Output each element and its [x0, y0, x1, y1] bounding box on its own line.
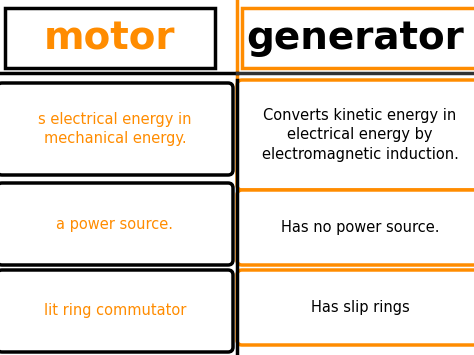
Text: Has slip rings: Has slip rings: [310, 300, 410, 315]
Text: motor: motor: [44, 19, 176, 57]
Text: s electrical energy in
mechanical energy.: s electrical energy in mechanical energy…: [38, 111, 192, 146]
Text: Has no power source.: Has no power source.: [281, 220, 439, 235]
FancyBboxPatch shape: [237, 80, 474, 190]
FancyBboxPatch shape: [5, 8, 215, 68]
Text: generator: generator: [246, 19, 464, 57]
FancyBboxPatch shape: [0, 270, 233, 352]
FancyBboxPatch shape: [0, 183, 233, 265]
FancyBboxPatch shape: [237, 270, 474, 345]
FancyBboxPatch shape: [237, 190, 474, 265]
Text: a power source.: a power source.: [56, 217, 173, 231]
Text: Converts kinetic energy in
electrical energy by
electromagnetic induction.: Converts kinetic energy in electrical en…: [262, 108, 458, 162]
Text: lit ring commutator: lit ring commutator: [44, 304, 186, 318]
FancyBboxPatch shape: [242, 8, 474, 68]
FancyBboxPatch shape: [0, 83, 233, 175]
